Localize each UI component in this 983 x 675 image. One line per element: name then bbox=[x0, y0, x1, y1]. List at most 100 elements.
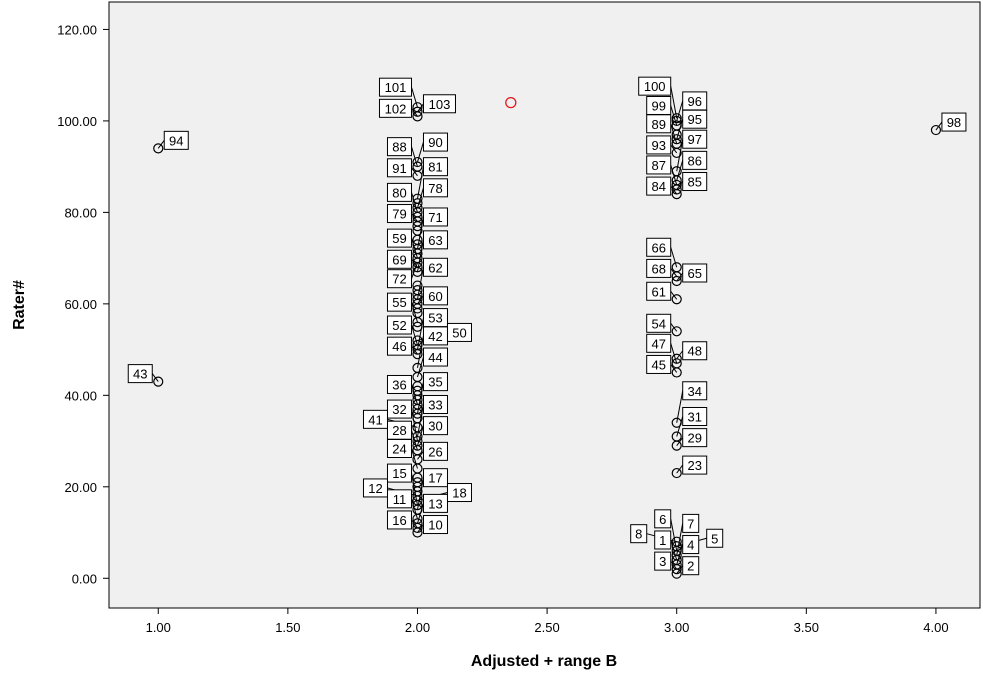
point-label-box bbox=[941, 112, 967, 132]
point-label: 65 bbox=[687, 266, 701, 281]
plot-area bbox=[108, 1, 981, 609]
point-label: 13 bbox=[428, 496, 442, 511]
point-label-box bbox=[386, 510, 412, 530]
point-label: 55 bbox=[392, 295, 406, 310]
point-label-box bbox=[682, 406, 708, 426]
data-point bbox=[671, 431, 682, 442]
point-label-box bbox=[682, 172, 708, 192]
point-label: 36 bbox=[392, 377, 406, 392]
x-tick-label: 4.00 bbox=[923, 620, 948, 635]
data-point bbox=[671, 353, 682, 364]
point-label: 66 bbox=[651, 240, 665, 255]
point-label-box bbox=[446, 483, 472, 503]
point-label-box bbox=[682, 263, 708, 283]
point-label-box bbox=[362, 409, 388, 429]
data-point bbox=[671, 134, 682, 145]
point-label-box bbox=[682, 381, 708, 401]
point-label-box bbox=[386, 137, 412, 157]
point-label: 69 bbox=[392, 252, 406, 267]
point-label-box bbox=[654, 551, 672, 571]
point-label-box bbox=[654, 530, 672, 550]
point-label: 41 bbox=[368, 412, 382, 427]
point-label-box bbox=[646, 155, 672, 175]
x-tick-label: 2.00 bbox=[405, 620, 430, 635]
point-label: 2 bbox=[687, 559, 694, 574]
point-label-box bbox=[386, 292, 412, 312]
data-point bbox=[412, 198, 423, 209]
x-axis-title: Adjusted + range B bbox=[471, 653, 617, 670]
point-label-box bbox=[682, 455, 708, 475]
point-label: 12 bbox=[368, 481, 382, 496]
x-tick-label: 2.50 bbox=[534, 620, 559, 635]
point-label: 93 bbox=[651, 138, 665, 153]
point-label-box bbox=[654, 509, 672, 529]
point-label-box bbox=[378, 98, 412, 118]
point-label: 43 bbox=[133, 367, 147, 382]
point-label: 84 bbox=[651, 179, 665, 194]
leader-line bbox=[676, 390, 684, 423]
point-label-box bbox=[386, 204, 412, 224]
point-label: 23 bbox=[687, 458, 701, 473]
y-tick-label: 0.00 bbox=[72, 571, 97, 586]
leader-line bbox=[417, 425, 424, 446]
point-label: 59 bbox=[392, 231, 406, 246]
y-tick-label: 40.00 bbox=[64, 388, 97, 403]
point-label-box bbox=[646, 135, 672, 155]
data-point bbox=[671, 358, 682, 369]
point-label-box bbox=[422, 257, 448, 277]
point-label: 86 bbox=[687, 153, 701, 168]
point-label: 103 bbox=[429, 97, 451, 112]
point-label: 81 bbox=[428, 160, 442, 175]
point-label: 16 bbox=[392, 513, 406, 528]
point-label: 100 bbox=[644, 79, 666, 94]
point-label: 80 bbox=[392, 185, 406, 200]
point-label: 17 bbox=[428, 471, 442, 486]
point-label: 8 bbox=[635, 527, 642, 542]
point-label: 28 bbox=[392, 423, 406, 438]
data-point bbox=[412, 156, 423, 168]
point-label: 4 bbox=[687, 538, 694, 553]
point-label: 29 bbox=[687, 431, 701, 446]
point-label-box bbox=[646, 333, 672, 353]
point-label: 35 bbox=[428, 375, 442, 390]
point-label: 7 bbox=[687, 516, 694, 531]
point-label: 50 bbox=[452, 325, 466, 340]
point-label: 18 bbox=[452, 486, 466, 501]
point-label-box bbox=[422, 347, 448, 367]
point-label-box bbox=[386, 249, 412, 269]
leader-line bbox=[676, 523, 684, 556]
point-label-box bbox=[378, 77, 412, 97]
point-label: 60 bbox=[428, 289, 442, 304]
point-label-box bbox=[682, 428, 708, 448]
point-label-box bbox=[682, 129, 708, 149]
point-label: 89 bbox=[651, 117, 665, 132]
point-label-box bbox=[422, 372, 448, 392]
data-point bbox=[153, 376, 164, 387]
point-label: 94 bbox=[169, 133, 183, 148]
point-label-box bbox=[163, 130, 189, 150]
data-point bbox=[412, 161, 423, 172]
point-label-box bbox=[386, 489, 412, 509]
point-label-box bbox=[386, 374, 412, 394]
point-label: 11 bbox=[393, 492, 407, 507]
point-label-box bbox=[422, 308, 448, 328]
point-label: 5 bbox=[711, 531, 718, 546]
data-point bbox=[412, 193, 423, 204]
y-axis: 0.00 20.00 40.00 60.00 80.00 100.00 120.00 bbox=[57, 22, 109, 586]
point-label-box bbox=[422, 157, 448, 177]
data-point bbox=[671, 166, 682, 177]
leader-line bbox=[670, 518, 678, 551]
data-point bbox=[671, 541, 682, 552]
y-axis-title: Rater# bbox=[11, 280, 28, 330]
point-label: 45 bbox=[651, 357, 665, 372]
point-label: 42 bbox=[428, 329, 442, 344]
point-label-box bbox=[422, 94, 456, 114]
point-label: 68 bbox=[651, 261, 665, 276]
point-label-box bbox=[422, 468, 448, 488]
point-label-box bbox=[422, 416, 448, 436]
point-label: 79 bbox=[392, 207, 406, 222]
x-tick-label: 1.50 bbox=[275, 620, 300, 635]
point-label-box bbox=[422, 441, 448, 461]
leader-line bbox=[676, 100, 684, 122]
point-label: 78 bbox=[428, 181, 442, 196]
